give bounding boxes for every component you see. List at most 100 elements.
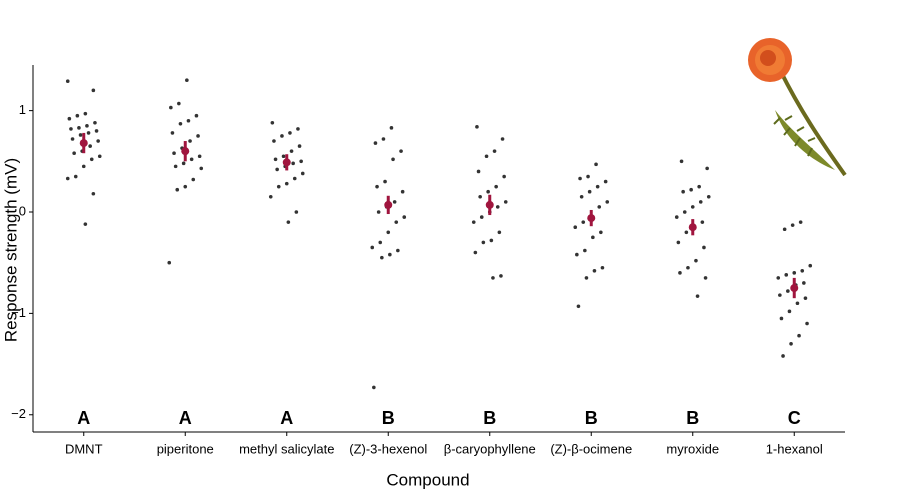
- data-point: [479, 215, 484, 219]
- y-axis-title: Response strength (mV): [1, 158, 20, 342]
- data-point: [797, 333, 801, 338]
- data-point: [177, 101, 181, 106]
- x-tick-label: piperitone: [157, 441, 214, 456]
- data-point: [686, 265, 690, 270]
- mean-point: [587, 214, 596, 223]
- data-point: [600, 265, 605, 270]
- data-point: [476, 169, 481, 174]
- data-point: [495, 205, 500, 209]
- data-point: [484, 154, 489, 159]
- data-point: [697, 184, 701, 189]
- data-point: [375, 184, 379, 189]
- data-point: [679, 159, 684, 164]
- x-tick-label: β-caryophyllene: [444, 441, 536, 456]
- data-point: [689, 187, 693, 192]
- data-point: [583, 248, 587, 253]
- data-point: [381, 137, 386, 141]
- data-point: [681, 189, 685, 194]
- data-point: [199, 166, 204, 171]
- data-point: [674, 215, 679, 219]
- group-letter: A: [179, 408, 192, 428]
- data-point: [170, 131, 175, 135]
- data-point: [584, 276, 589, 280]
- data-point: [188, 139, 192, 143]
- data-point: [705, 166, 709, 171]
- x-axis-title: Compound: [386, 470, 469, 489]
- data-point: [478, 194, 482, 199]
- x-tick-label: methyl salicylate: [239, 441, 334, 456]
- data-point: [684, 230, 689, 235]
- mean-point: [688, 223, 697, 232]
- data-point: [378, 240, 383, 245]
- y-tick-label: 0: [19, 203, 26, 218]
- data-point: [197, 154, 202, 159]
- data-point: [581, 220, 586, 224]
- data-point: [93, 120, 97, 125]
- flower-illustration: [748, 38, 847, 177]
- data-point: [75, 113, 80, 118]
- data-point: [682, 210, 687, 214]
- data-point: [167, 260, 172, 265]
- data-point: [389, 126, 394, 130]
- x-tick-label: (Z)-β-ocimene: [550, 441, 632, 456]
- data-point: [88, 144, 92, 148]
- data-point: [270, 120, 275, 125]
- data-point: [73, 174, 78, 179]
- data-point: [776, 276, 781, 280]
- data-point: [803, 296, 808, 300]
- data-point: [380, 255, 384, 260]
- data-point: [706, 194, 711, 199]
- data-point: [782, 227, 787, 232]
- data-point: [578, 176, 582, 181]
- data-point: [698, 200, 703, 204]
- data-point: [86, 131, 91, 135]
- data-point: [276, 184, 281, 189]
- data-point: [85, 124, 89, 128]
- data-point: [703, 276, 708, 280]
- y-tick-label: −2: [11, 406, 26, 421]
- data-point: [800, 269, 805, 273]
- data-point: [603, 179, 608, 184]
- data-point: [489, 238, 494, 243]
- data-point: [81, 164, 86, 169]
- data-point: [94, 129, 99, 133]
- data-point: [394, 220, 399, 224]
- data-point: [473, 250, 478, 255]
- data-point: [597, 205, 602, 209]
- data-point: [194, 113, 199, 118]
- data-point: [399, 149, 403, 153]
- data-point: [72, 151, 76, 156]
- data-point: [280, 134, 284, 138]
- y-tick-label: −1: [11, 305, 26, 320]
- data-point: [784, 273, 789, 277]
- data-point: [402, 215, 407, 219]
- data-point: [185, 78, 189, 83]
- x-tick-label: DMNT: [65, 441, 103, 456]
- y-tick-label: 1: [19, 102, 26, 117]
- data-point: [299, 159, 303, 164]
- data-point: [497, 230, 502, 235]
- data-point: [795, 301, 800, 306]
- data-point: [370, 245, 375, 250]
- data-point: [281, 154, 286, 159]
- data-point: [69, 127, 73, 131]
- data-point: [191, 177, 196, 182]
- x-tick-label: myroxide: [666, 441, 719, 456]
- data-point: [400, 189, 405, 194]
- data-point: [383, 179, 387, 184]
- data-point: [388, 252, 392, 257]
- group-letter: C: [788, 408, 801, 428]
- data-point: [65, 176, 70, 181]
- data-point: [83, 222, 88, 226]
- data-point: [173, 164, 178, 169]
- data-point: [802, 281, 806, 285]
- data-point: [96, 139, 100, 143]
- data-point: [67, 116, 72, 121]
- data-point: [396, 248, 400, 253]
- data-point: [786, 289, 790, 293]
- data-point: [500, 137, 505, 141]
- data-point: [591, 235, 595, 240]
- data-point: [297, 144, 302, 148]
- data-point: [492, 149, 497, 153]
- group-letter: B: [483, 408, 496, 428]
